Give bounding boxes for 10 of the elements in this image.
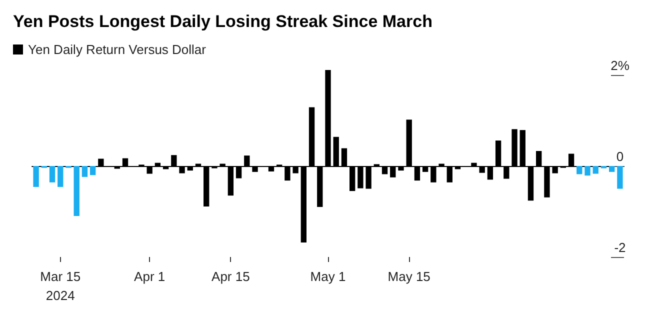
x-tick-label: May 15 (388, 269, 430, 284)
x-tick-label: Apr 1 (134, 269, 166, 284)
x-tick-label: Mar 15 2024 (40, 269, 81, 303)
y-tick-label: 0 (616, 149, 624, 164)
chart-title: Yen Posts Longest Daily Losing Streak Since March (13, 12, 432, 31)
legend-label: Yen Daily Return Versus Dollar (28, 42, 207, 57)
y-tick-label: 2% (610, 58, 630, 74)
x-tick-label: May 1 (310, 269, 346, 284)
x-tick-label: Apr 15 (212, 269, 250, 284)
y-tick-label: -2 (614, 240, 626, 255)
